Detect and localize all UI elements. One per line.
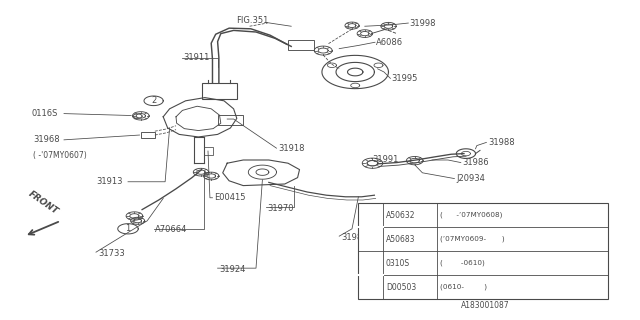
- Bar: [358, 203, 608, 299]
- Text: 31733: 31733: [98, 249, 125, 258]
- Text: 31911: 31911: [184, 53, 210, 62]
- Text: 31988: 31988: [488, 138, 515, 147]
- Bar: [202, 83, 237, 99]
- Text: FIG.351: FIG.351: [237, 16, 269, 25]
- Text: 1: 1: [125, 224, 131, 233]
- Text: 1: 1: [368, 211, 373, 220]
- Text: 31913: 31913: [96, 177, 122, 186]
- Text: 0310S: 0310S: [386, 259, 410, 268]
- Text: 31986: 31986: [463, 158, 490, 167]
- Text: 31970: 31970: [268, 204, 294, 213]
- Text: (        -0610): ( -0610): [440, 260, 484, 267]
- Text: ( -'07MY0607): ( -'07MY0607): [33, 151, 87, 160]
- Text: A70664: A70664: [155, 225, 188, 234]
- Text: 2: 2: [151, 96, 156, 105]
- Text: D00503: D00503: [386, 283, 416, 292]
- Text: 31998: 31998: [410, 19, 436, 28]
- Text: A6086: A6086: [376, 38, 403, 47]
- Text: 2: 2: [368, 259, 373, 268]
- Text: 31918: 31918: [278, 144, 305, 153]
- Text: A50632: A50632: [386, 211, 415, 220]
- Text: A183001087: A183001087: [461, 301, 509, 310]
- Bar: [204, 147, 213, 155]
- Text: (0610-         ): (0610- ): [440, 284, 486, 291]
- Text: 31981: 31981: [341, 233, 367, 242]
- Text: FRONT: FRONT: [27, 189, 60, 216]
- Text: (      -’07MY0608): ( -’07MY0608): [440, 212, 502, 219]
- Text: E00415: E00415: [214, 193, 246, 202]
- Bar: [288, 40, 314, 50]
- Text: 31924: 31924: [220, 265, 246, 274]
- Bar: [141, 132, 155, 138]
- Text: 31995: 31995: [392, 74, 418, 83]
- Text: (’07MY0609-       ): (’07MY0609- ): [440, 236, 504, 243]
- Text: 31991: 31991: [372, 155, 399, 164]
- Text: A50683: A50683: [386, 235, 415, 244]
- Text: 31968: 31968: [33, 135, 60, 144]
- Text: J20934: J20934: [456, 174, 485, 183]
- Text: 0116S: 0116S: [32, 109, 58, 118]
- Bar: [218, 115, 243, 125]
